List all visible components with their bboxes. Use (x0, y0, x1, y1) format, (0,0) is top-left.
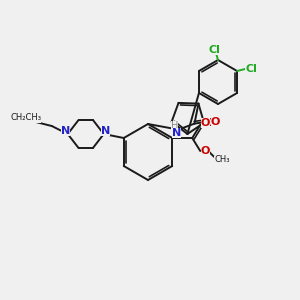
Text: O: O (201, 146, 210, 156)
Text: O: O (211, 117, 220, 127)
Text: CH₂CH₃: CH₂CH₃ (10, 113, 41, 122)
Text: N: N (172, 128, 181, 138)
Text: CH₃: CH₃ (214, 155, 230, 164)
Text: O: O (205, 118, 215, 128)
Text: H: H (171, 121, 178, 130)
Text: N: N (101, 126, 110, 136)
Text: O: O (201, 118, 210, 128)
Text: Cl: Cl (208, 45, 220, 55)
Text: N: N (61, 126, 70, 136)
Text: Cl: Cl (245, 64, 257, 74)
